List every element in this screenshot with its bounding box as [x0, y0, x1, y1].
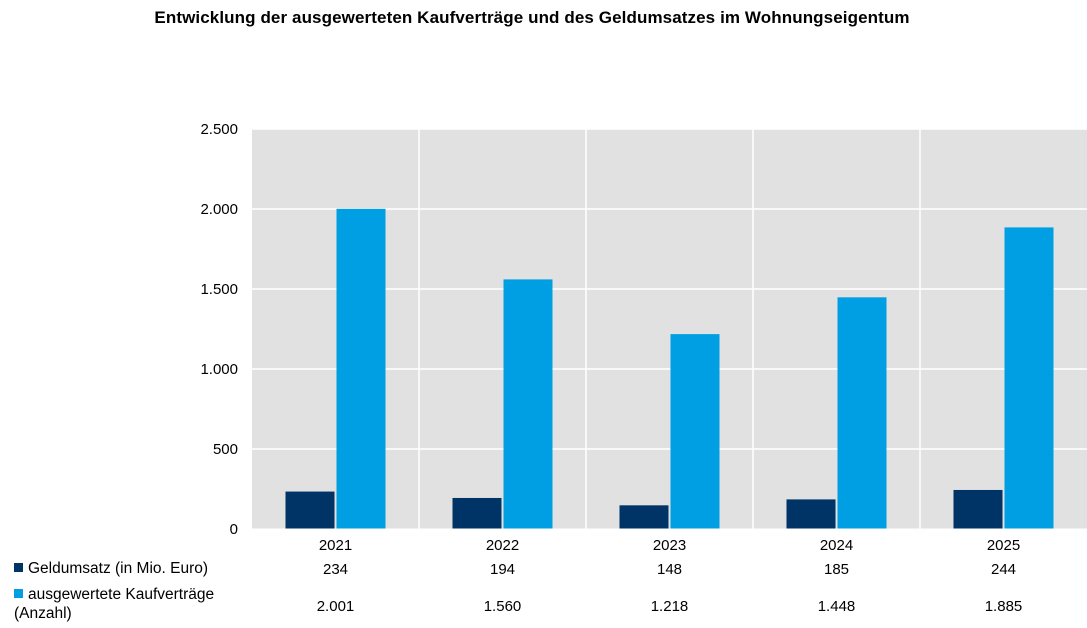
chart-title: Entwicklung der ausgewerteten Kaufverträ… — [154, 8, 910, 27]
data-label-kaufvertraege-2021: 2.001 — [317, 598, 355, 615]
data-label-geldumsatz-2021: 234 — [323, 561, 348, 578]
bar-geldumsatz-2025 — [953, 489, 1003, 529]
y-tick-label-0: 0 — [230, 521, 238, 538]
data-label-geldumsatz-2022: 194 — [490, 561, 515, 578]
y-tick-label-2: 1.000 — [200, 361, 238, 378]
y-tick-label-5: 2.500 — [200, 121, 238, 138]
data-label-geldumsatz-2024: 185 — [824, 561, 849, 578]
x-tick-label-2025: 2025 — [987, 537, 1020, 554]
x-tick-label-2021: 2021 — [319, 537, 352, 554]
bar-geldumsatz-2021 — [285, 491, 335, 529]
x-tick-label-2023: 2023 — [653, 537, 686, 554]
legend-label-kaufvertraege-line2: (Anzahl) — [14, 605, 72, 622]
data-label-kaufvertraege-2024: 1.448 — [818, 598, 856, 615]
legend-label-geldumsatz: Geldumsatz (in Mio. Euro) — [28, 560, 209, 577]
legend-swatch-kaufvertraege — [14, 589, 23, 598]
bar-kaufvertraege-2024 — [837, 297, 887, 529]
bar-kaufvertraege-2025 — [1004, 227, 1054, 529]
plot-area — [252, 129, 1087, 529]
data-label-geldumsatz-2025: 244 — [991, 561, 1016, 578]
bar-geldumsatz-2024 — [786, 499, 836, 529]
bar-kaufvertraege-2021 — [336, 208, 386, 529]
data-label-kaufvertraege-2022: 1.560 — [484, 598, 522, 615]
legend-kaufvertraege: ausgewertete Kaufverträge (Anzahl) — [14, 585, 214, 623]
legend-swatch-geldumsatz — [14, 563, 23, 572]
y-tick-label-3: 1.500 — [200, 281, 238, 298]
bar-kaufvertraege-2023 — [670, 334, 720, 529]
y-tick-label-1: 500 — [213, 441, 238, 458]
bar-kaufvertraege-2022 — [503, 279, 553, 529]
x-tick-label-2022: 2022 — [486, 537, 519, 554]
bar-geldumsatz-2023 — [619, 505, 669, 529]
legend-geldumsatz: Geldumsatz (in Mio. Euro) — [14, 559, 208, 578]
data-label-kaufvertraege-2023: 1.218 — [651, 598, 689, 615]
legend-label-kaufvertraege-line1: ausgewertete Kaufverträge — [28, 586, 215, 603]
x-tick-label-2024: 2024 — [820, 537, 853, 554]
y-tick-label-4: 2.000 — [200, 201, 238, 218]
data-label-kaufvertraege-2025: 1.885 — [985, 598, 1023, 615]
data-label-geldumsatz-2023: 148 — [657, 561, 682, 578]
bar-geldumsatz-2022 — [452, 497, 502, 529]
